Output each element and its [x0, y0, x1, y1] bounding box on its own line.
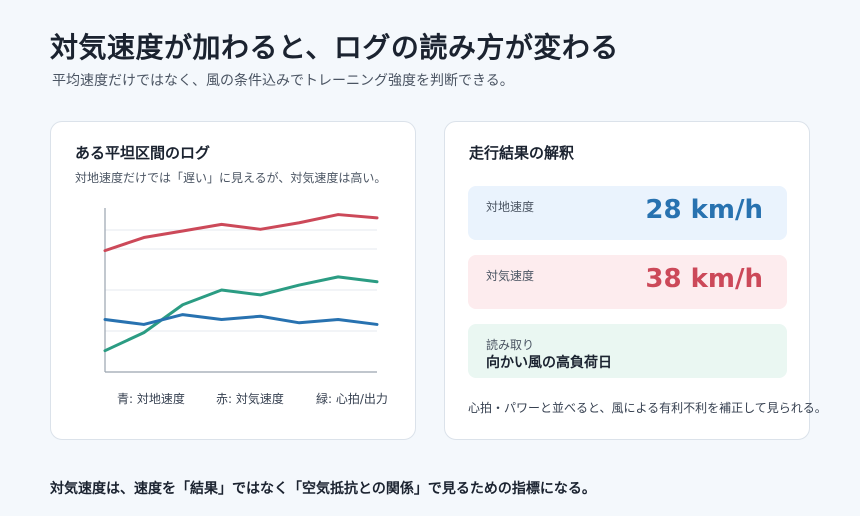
result-card-title: 走行結果の解釈 [469, 144, 575, 162]
line-chart [103, 208, 379, 373]
ground-speed-label: 対地速度 [486, 200, 535, 214]
reading-label: 読み取り [486, 338, 535, 352]
reading-value: 向かい風の高負荷日 [486, 355, 612, 371]
air-speed-box: 対気速度 38 km/h [468, 255, 787, 309]
legend-air-speed: 赤: 対気速度 [216, 392, 284, 406]
footer-text: 対気速度は、速度を「結果」ではなく「空気抵抗との関係」で見るための指標になる。 [50, 481, 596, 497]
series-line-air-speed [103, 213, 379, 253]
air-speed-label: 対気速度 [486, 269, 535, 283]
reading-box: 読み取り 向かい風の高負荷日 [468, 324, 787, 378]
series-line-heart-power [103, 275, 379, 353]
legend-heart-power: 緑: 心拍/出力 [316, 392, 388, 406]
ground-speed-box: 対地速度 28 km/h [468, 186, 787, 240]
chart-card: ある平坦区間のログ 対地速度だけでは「遅い」に見えるが、対気速度は高い。 青: … [50, 121, 416, 440]
legend-ground-speed: 青: 対地速度 [117, 392, 185, 406]
ground-speed-value: 28 km/h [645, 195, 763, 225]
air-speed-value: 38 km/h [645, 264, 763, 294]
page-title: 対気速度が加わると、ログの読み方が変わる [50, 31, 619, 64]
chart-card-title: ある平坦区間のログ [75, 144, 211, 162]
page-subtitle: 平均速度だけではなく、風の条件込みでトレーニング強度を判断できる。 [52, 73, 514, 89]
series-line-ground-speed [103, 313, 379, 326]
result-note: 心拍・パワーと並べると、風による有利不利を補正して見られる。 [468, 401, 827, 415]
chart-card-description: 対地速度だけでは「遅い」に見えるが、対気速度は高い。 [75, 171, 387, 185]
result-card: 走行結果の解釈 対地速度 28 km/h 対気速度 38 km/h 読み取り 向… [444, 121, 827, 440]
